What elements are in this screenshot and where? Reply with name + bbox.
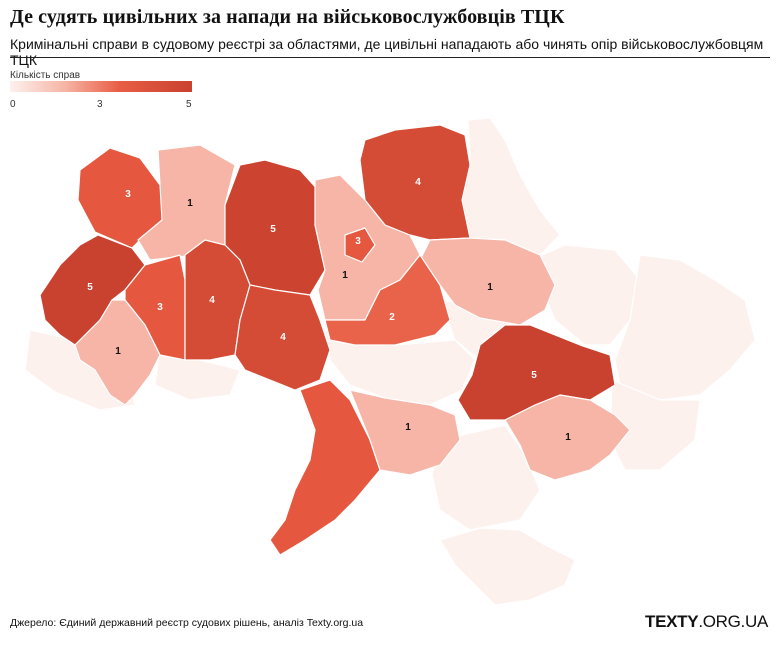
page-subtitle: Кримінальні справи в судовому реєстрі за… <box>10 36 764 68</box>
label-dnipropetrovsk: 5 <box>531 370 537 381</box>
label-ternopil: 3 <box>157 302 163 313</box>
region-sumy-east[interactable] <box>461 117 561 256</box>
region-odesa[interactable] <box>269 379 381 556</box>
region-kirovohrad[interactable] <box>324 329 476 406</box>
region-kherson[interactable] <box>431 424 541 531</box>
legend-title: Кількість справ <box>10 70 81 81</box>
label-zaporizhzhia: 1 <box>565 432 571 443</box>
region-zakarpattia[interactable] <box>74 299 161 406</box>
label-kyiv-oblast: 1 <box>342 270 348 281</box>
legend-tick-max: 5 <box>186 99 192 110</box>
label-zakarpattia: 1 <box>115 346 121 357</box>
region-crimea[interactable] <box>439 527 576 606</box>
label-volyn: 3 <box>125 189 131 200</box>
legend-tick-min: 0 <box>10 99 16 110</box>
region-kyiv-city[interactable] <box>344 227 376 263</box>
label-chernihiv: 4 <box>415 177 421 188</box>
page-title: Де судять цивільних за напади на військо… <box>10 6 565 28</box>
label-khmelnytskyi: 4 <box>209 295 215 306</box>
logo-bold: TEXTY <box>645 612 699 631</box>
source-note: Джерело: Єдиний державний реєстр судових… <box>10 617 364 629</box>
ukraine-choropleth-map: 3 1 5 3 1 4 1 5 3 4 4 2 1 5 1 1 <box>24 117 756 606</box>
label-vinnytsia: 4 <box>280 332 286 343</box>
label-lviv: 5 <box>87 282 93 293</box>
region-zaporizhzhia[interactable] <box>504 394 631 481</box>
region-kharkiv[interactable] <box>519 244 641 346</box>
label-zhytomyr: 5 <box>270 224 276 235</box>
label-sumy: 1 <box>487 282 493 293</box>
region-ternopil[interactable] <box>124 254 186 361</box>
label-mykolaiv: 1 <box>405 422 411 433</box>
texty-logo[interactable]: TEXTY.ORG.UA <box>645 612 768 632</box>
label-rivne: 1 <box>187 198 193 209</box>
legend-tick-mid: 3 <box>97 99 103 110</box>
region-luhansk[interactable] <box>614 254 756 401</box>
region-mykolaiv[interactable] <box>349 389 461 476</box>
logo-light: .ORG.UA <box>698 612 768 631</box>
region-cherkasy[interactable] <box>324 254 451 346</box>
region-vinnytsia[interactable] <box>234 284 331 391</box>
header-divider <box>10 57 770 58</box>
legend-color-scale <box>10 81 192 92</box>
label-cherkasy: 2 <box>389 312 395 323</box>
label-kyiv-city: 3 <box>355 236 361 247</box>
